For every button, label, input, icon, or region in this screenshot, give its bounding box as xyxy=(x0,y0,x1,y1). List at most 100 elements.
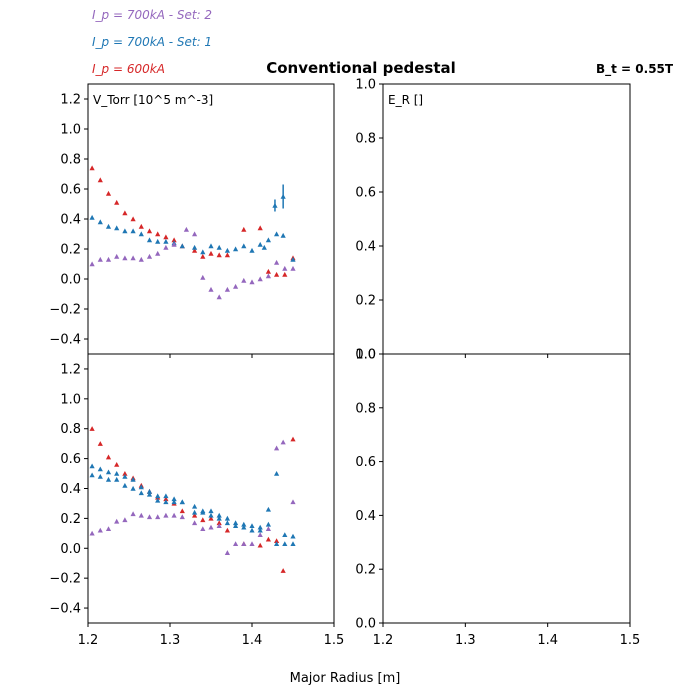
data-point xyxy=(105,223,112,229)
data-point xyxy=(265,521,271,527)
y-tick-label: 0.6 xyxy=(60,183,81,198)
data-point xyxy=(282,265,288,271)
data-point xyxy=(224,286,230,292)
data-point xyxy=(200,517,206,523)
data-point xyxy=(192,244,198,250)
data-point xyxy=(192,520,198,526)
data-point xyxy=(114,253,120,259)
y-tick-label: 0.2 xyxy=(60,243,81,258)
x-tick-label: 1.3 xyxy=(160,633,181,648)
legend-entry-set1: I_p = 700kA - Set: 1 xyxy=(92,35,212,49)
data-point xyxy=(192,503,198,509)
data-point xyxy=(280,439,286,445)
data-point xyxy=(290,541,296,546)
data-point xyxy=(89,463,95,469)
data-point xyxy=(192,509,198,515)
data-point xyxy=(122,210,128,216)
data-point xyxy=(171,499,177,505)
x-tick-label: 1.3 xyxy=(455,633,476,648)
panel-bottom-right: 0.0 0.2 0.4 0.6 0.8 1.0 1.2 1.3 1.4 1.5 xyxy=(355,348,640,649)
y-tick-label: 0.8 xyxy=(60,422,81,437)
data-point xyxy=(114,518,120,524)
legend-entry-600ka: I_p = 600kA xyxy=(92,62,165,76)
data-point xyxy=(282,532,288,538)
x-tick-label: 1.2 xyxy=(78,633,99,648)
data-point xyxy=(200,526,206,532)
panel-bottom-left: −0.4 −0.2 0.0 0.2 0.4 0.6 0.8 1.0 1.2 1.2 1.3 1.4 1.… xyxy=(49,353,344,648)
data-point xyxy=(146,514,153,520)
data-point xyxy=(208,508,214,514)
data-point xyxy=(233,520,239,526)
data-point xyxy=(183,226,189,232)
data-point xyxy=(257,532,263,538)
data-point xyxy=(171,237,177,243)
series-2 xyxy=(89,226,296,300)
data-point xyxy=(171,512,177,518)
data-point xyxy=(249,541,255,546)
data-point xyxy=(265,268,271,274)
data-point xyxy=(97,527,103,533)
data-point xyxy=(138,490,144,496)
data-point xyxy=(249,247,255,253)
data-point xyxy=(265,506,271,512)
data-point xyxy=(89,472,95,478)
x-tick-label: 1.5 xyxy=(620,633,641,648)
data-point xyxy=(155,231,161,237)
data-point xyxy=(97,219,103,225)
data-point xyxy=(265,237,271,243)
data-point xyxy=(265,526,271,532)
data-point xyxy=(97,466,103,472)
y-tick-label: 1.0 xyxy=(60,123,81,138)
data-point xyxy=(97,441,103,446)
y-tick-label: 0.8 xyxy=(355,401,376,416)
data-point xyxy=(290,533,296,539)
data-point xyxy=(257,524,263,530)
data-point xyxy=(208,250,214,256)
series-1 xyxy=(89,463,296,539)
data-point xyxy=(249,279,255,285)
y-tick-label: 1.0 xyxy=(355,348,376,363)
data-point xyxy=(89,426,95,431)
data-point xyxy=(224,252,230,258)
data-point xyxy=(274,470,280,476)
data-point xyxy=(224,520,230,526)
legend-entry-set2: I_p = 700kA - Set: 2 xyxy=(92,8,212,22)
data-point xyxy=(114,470,120,476)
legend: I_p = 700kA - Set: 2 I_p = 700kA - Set: … xyxy=(92,8,212,76)
data-point xyxy=(290,436,296,442)
data-point xyxy=(179,514,185,520)
x-axis-label: Major Radius [m] xyxy=(290,671,401,686)
data-point xyxy=(280,232,286,238)
y-tick-label: −0.2 xyxy=(49,572,81,587)
data-point xyxy=(274,445,280,451)
y-tick-label: 0.0 xyxy=(60,273,81,288)
data-point xyxy=(171,496,177,502)
data-point xyxy=(224,247,230,253)
y-tick-label: 0.2 xyxy=(355,563,376,578)
x-tick-label: 1.4 xyxy=(537,633,558,648)
panel-ylabel: E_R [] xyxy=(388,93,423,107)
data-point xyxy=(233,246,239,252)
y-tick-label: 0.2 xyxy=(355,294,376,309)
data-point xyxy=(146,491,153,497)
data-point xyxy=(89,214,95,220)
data-point xyxy=(274,541,280,546)
data-point xyxy=(216,294,222,300)
data-point xyxy=(105,526,112,532)
data-point xyxy=(241,243,247,249)
data-point xyxy=(208,515,214,521)
data-point xyxy=(138,256,144,262)
series-1 xyxy=(89,214,296,262)
data-point xyxy=(216,252,222,258)
data-point xyxy=(216,512,222,518)
data-point xyxy=(122,473,128,479)
data-point xyxy=(163,512,169,518)
data-point xyxy=(280,568,286,573)
data-point xyxy=(241,277,247,283)
data-point xyxy=(146,237,153,243)
data-point xyxy=(200,274,206,280)
data-point xyxy=(233,523,239,529)
data-point xyxy=(265,536,271,542)
y-tick-label: 0.4 xyxy=(60,482,81,497)
